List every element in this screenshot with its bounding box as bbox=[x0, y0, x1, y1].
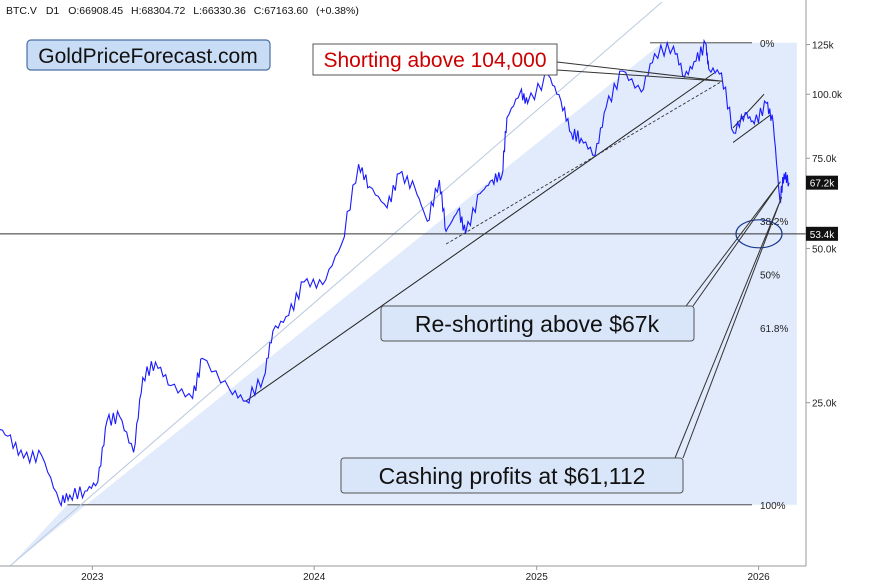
y-tick-label-25-0k: 25.0k bbox=[812, 399, 837, 410]
high-value: H:68304.72 bbox=[131, 5, 185, 17]
support-highlight-ellipse bbox=[735, 219, 783, 249]
fib-label-61-8pct: 61.8% bbox=[760, 324, 788, 335]
price-badges: 67.2k 53.4k bbox=[806, 175, 838, 241]
shorting-callout-box bbox=[312, 43, 558, 76]
callout-leaders bbox=[556, 61, 783, 459]
y-tick-label-75-0k: 75.0k bbox=[812, 154, 837, 165]
flag-upper-line bbox=[732, 93, 765, 129]
symbol-label: BTC.V bbox=[6, 5, 37, 17]
fib-label-50pct: 50% bbox=[760, 270, 780, 281]
x-tick-label-2025: 2025 bbox=[526, 572, 549, 583]
y-tick-label-100-0k: 100.0k bbox=[812, 90, 843, 101]
x-axis-ticks: 2023 2024 2025 2026 bbox=[81, 566, 770, 583]
reshorting-callout-text: Re-shorting above $67k bbox=[415, 311, 660, 337]
price-series-line bbox=[0, 38, 790, 508]
fibonacci-triangle-area bbox=[10, 42, 797, 566]
reshorting-callout-box bbox=[380, 305, 695, 342]
price-badge-box bbox=[806, 226, 838, 241]
ohlc-header: BTC.V D1 O:66908.45 H:68304.72 L:66330.3… bbox=[6, 5, 359, 17]
y-axis-ticks: 125k 100.0k 75.0k 50.0k 25.0k bbox=[806, 41, 843, 410]
interval-label: D1 bbox=[46, 5, 60, 17]
x-tick-label-2026: 2026 bbox=[747, 572, 770, 583]
dashed-trend-line bbox=[445, 80, 723, 245]
brand-box bbox=[26, 39, 271, 71]
close-value: C:67163.60 bbox=[254, 5, 308, 17]
rising-trend-line bbox=[245, 72, 715, 402]
brand-label: GoldPriceForecast.com bbox=[38, 45, 257, 68]
y-tick-label-50-0k: 50.0k bbox=[812, 244, 837, 255]
fibonacci-levels: 0% 38.2% 50% 61.8% 100% bbox=[67, 39, 788, 512]
triangle-diagonal-edge bbox=[9, 1, 663, 567]
change-value: (+0.38%) bbox=[316, 5, 359, 17]
price-badge-label: 67.2k bbox=[810, 179, 835, 190]
price-badge-box bbox=[806, 175, 838, 190]
flag-lower-line bbox=[732, 114, 771, 143]
fib-label-0pct: 0% bbox=[760, 39, 775, 50]
trend-lines bbox=[9, 1, 771, 567]
y-tick-label-125k: 125k bbox=[812, 41, 835, 52]
reshorting-leader bbox=[685, 181, 781, 307]
shorting-callout-text: Shorting above 104,000 bbox=[323, 49, 546, 72]
cashing-leader bbox=[674, 196, 783, 459]
x-tick-label-2023: 2023 bbox=[81, 572, 104, 583]
price-badge-label: 53.4k bbox=[810, 230, 835, 241]
fib-label-100pct: 100% bbox=[760, 501, 786, 512]
fib-label-38-2pct: 38.2% bbox=[760, 217, 788, 228]
open-value: O:66908.45 bbox=[68, 5, 123, 17]
cashing-callout-box bbox=[340, 457, 684, 494]
shorting-leader bbox=[556, 61, 723, 82]
low-value: L:66330.36 bbox=[193, 5, 246, 17]
cashing-callout-text: Cashing profits at $61,112 bbox=[379, 463, 646, 489]
x-tick-label-2024: 2024 bbox=[303, 572, 326, 583]
